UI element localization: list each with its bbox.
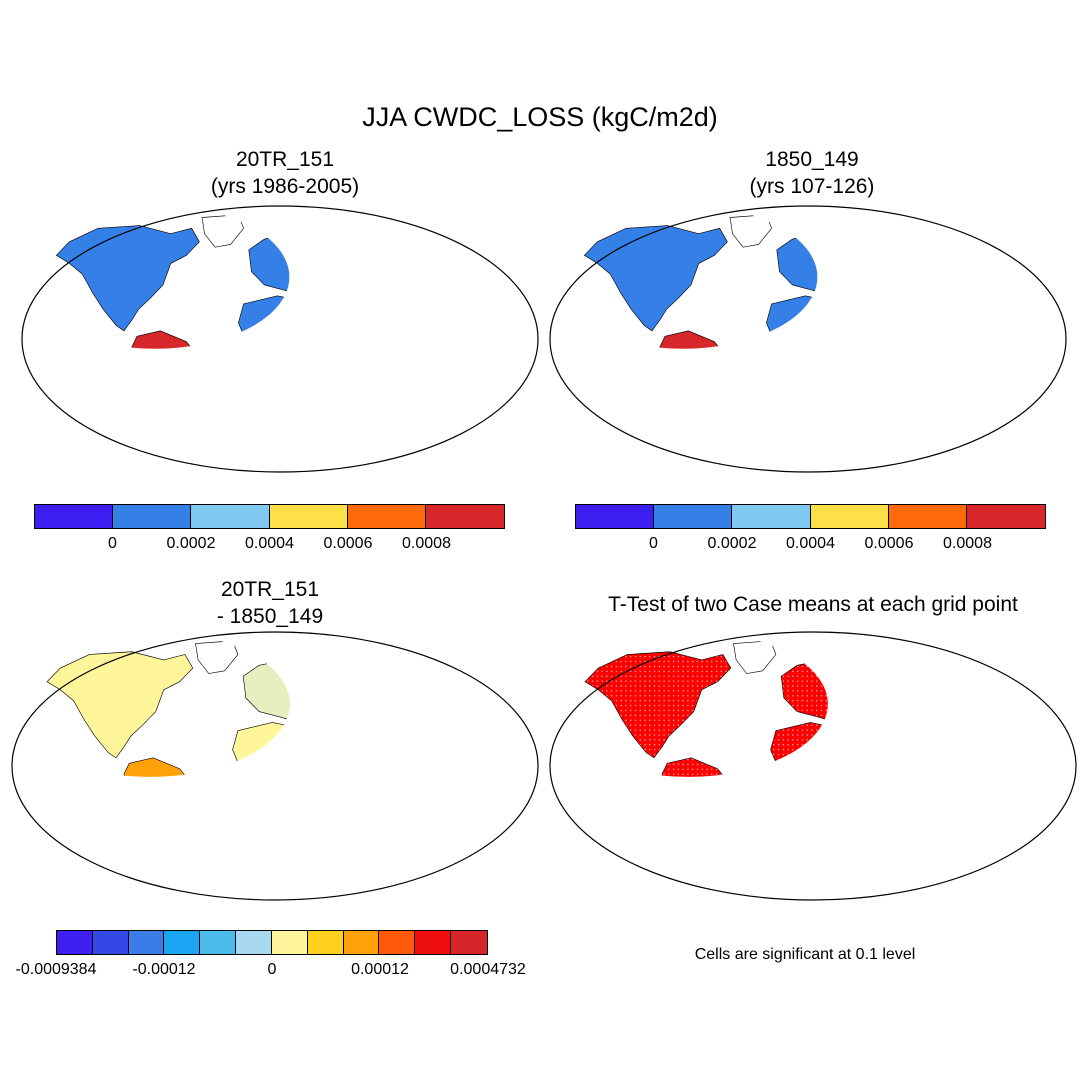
- colorbar-swatch: [810, 505, 889, 528]
- colorbar-tick-label: 0.0008: [402, 535, 451, 552]
- colorbar-swatch: [576, 505, 655, 528]
- colorbar-swatch: [888, 505, 967, 528]
- continent-australia: [439, 793, 497, 842]
- continent-africa: [770, 722, 828, 777]
- continent-seasia: [415, 326, 472, 353]
- continent-australia: [977, 793, 1035, 842]
- continent-samerica: [661, 757, 732, 777]
- colorbar-swatch: [343, 931, 380, 954]
- panel-4-map: [549, 631, 1077, 902]
- colorbar-swatch: [57, 931, 93, 954]
- colorbar-swatch: [307, 931, 344, 954]
- colorbar-swatch: [113, 505, 192, 528]
- continent-australia: [969, 366, 1026, 415]
- colorbar-swatch: [415, 931, 452, 954]
- panel-3-map: [11, 631, 539, 902]
- continent-india: [362, 742, 383, 777]
- colorbar-swatch: [425, 505, 505, 528]
- continent-india: [900, 742, 921, 777]
- panel-3-title-line2: - 1850_149: [216, 605, 324, 628]
- colorbar-tick-label: 0.0002: [166, 535, 216, 552]
- continent-samerica: [123, 757, 194, 777]
- colorbar-swatch: [966, 505, 1046, 528]
- continent-seasia: [413, 752, 471, 779]
- continent-greenland: [729, 214, 772, 248]
- continent-africa: [232, 722, 290, 777]
- continent-eurasia: [780, 652, 828, 759]
- continent-seasia: [943, 326, 1000, 353]
- colorbar-tick-label: -0.00012: [132, 961, 196, 978]
- continent-samerica: [659, 330, 728, 349]
- colorbar-tick-label: 0.0002: [707, 535, 757, 552]
- continent-africa: [766, 295, 818, 349]
- colorbar-tick-label: 0.0006: [323, 535, 373, 552]
- figure-title: JJA CWDC_LOSS (kgC/m2d): [362, 102, 718, 132]
- colorbar-swatch: [654, 505, 733, 528]
- continent-arabia: [860, 301, 891, 336]
- map-boundary: [11, 631, 539, 901]
- continent-eurasia: [242, 652, 290, 759]
- colorbar-swatch: [191, 505, 270, 528]
- panel-1-map: [21, 205, 539, 474]
- panel-1-title-line1: 20TR_151: [235, 148, 335, 171]
- panel-1-colorbar: [34, 504, 505, 529]
- continent-arabia: [328, 728, 360, 763]
- panel-2-map: [549, 205, 1067, 474]
- colorbar-swatch: [451, 931, 487, 954]
- colorbar-swatch: [92, 931, 129, 954]
- continent-arabia: [866, 728, 898, 763]
- colorbar-tick-label: 0.0004732: [450, 961, 526, 978]
- continent-samerica: [131, 330, 200, 349]
- colorbar-swatch: [35, 505, 114, 528]
- continent-antarctica: [628, 881, 1004, 902]
- panel-1-title-line2: (yrs 1986-2005): [210, 175, 360, 198]
- panel-2-title-line2: (yrs 107-126): [749, 175, 875, 198]
- colorbar-tick-label: 0.00012: [351, 961, 409, 978]
- continent-namerica: [584, 651, 732, 759]
- continent-antarctica: [89, 881, 465, 902]
- map-boundary: [549, 205, 1067, 473]
- continent-antarctica: [98, 453, 467, 474]
- continent-namerica: [583, 225, 728, 332]
- continent-arabia: [332, 301, 363, 336]
- panel-4-significance-note: Cells are significant at 0.1 level: [694, 946, 916, 963]
- continent-india: [894, 315, 915, 350]
- colorbar-swatch: [379, 931, 416, 954]
- continent-greenland: [195, 640, 239, 674]
- continent-eurasia: [776, 226, 818, 332]
- continent-greenland: [201, 214, 244, 248]
- continent-namerica: [55, 225, 200, 332]
- continent-india: [366, 315, 387, 350]
- colorbar-swatch: [347, 505, 426, 528]
- colorbar-swatch: [269, 505, 348, 528]
- colorbar-swatch: [200, 931, 237, 954]
- colorbar-tick-label: 0.0004: [786, 535, 835, 552]
- colorbar-tick-label: 0: [108, 535, 117, 552]
- continent-australia: [441, 366, 498, 415]
- panel-2-colorbar: [575, 504, 1046, 529]
- continent-namerica: [46, 651, 194, 759]
- continent-africa: [238, 295, 290, 349]
- colorbar-tick-label: 0.0006: [864, 535, 914, 552]
- panel-2-title-line1: 1850_149: [765, 148, 859, 171]
- colorbar-swatch: [164, 931, 201, 954]
- colorbar-tick-label: 0: [267, 961, 277, 978]
- continent-antarctica: [626, 453, 995, 474]
- continent-eurasia: [248, 226, 290, 332]
- map-boundary: [549, 631, 1077, 901]
- continent-greenland: [733, 640, 777, 674]
- panel-3-colorbar: [56, 930, 488, 955]
- map-boundary: [21, 205, 539, 473]
- continent-seasia: [951, 752, 1009, 779]
- colorbar-tick-label: -0.0009384: [15, 961, 97, 978]
- colorbar-swatch: [271, 931, 308, 954]
- colorbar-tick-label: 0.0004: [245, 535, 294, 552]
- panel-3-title-line1: 20TR_151: [220, 578, 320, 601]
- colorbar-swatch: [128, 931, 165, 954]
- colorbar-swatch: [732, 505, 811, 528]
- colorbar-swatch: [236, 931, 272, 954]
- colorbar-tick-label: 0.0008: [943, 535, 992, 552]
- colorbar-tick-label: 0: [649, 535, 658, 552]
- panel-4-title: T-Test of two Case means at each grid po…: [608, 593, 1018, 616]
